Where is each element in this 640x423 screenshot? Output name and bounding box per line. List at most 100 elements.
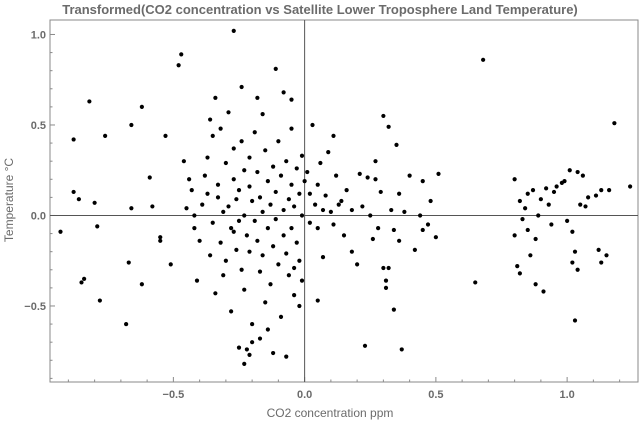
data-point: [184, 206, 189, 211]
data-point: [328, 209, 333, 214]
data-point: [273, 189, 278, 195]
data-point: [239, 267, 244, 272]
data-point: [383, 278, 389, 283]
data-point: [215, 195, 221, 200]
data-point: [515, 264, 520, 269]
data-point: [305, 169, 310, 175]
data-point: [318, 160, 323, 166]
data-point: [607, 188, 612, 193]
data-point: [192, 226, 197, 231]
data-point: [530, 188, 536, 193]
y-tick-label: 0.5: [31, 120, 46, 132]
data-point: [402, 209, 407, 214]
data-point: [265, 327, 270, 332]
data-point: [583, 204, 588, 209]
data-point: [231, 146, 236, 151]
data-point: [284, 354, 289, 359]
data-point: [299, 153, 305, 158]
data-point: [221, 209, 226, 214]
data-point: [433, 235, 438, 240]
data-point: [391, 227, 396, 233]
data-point: [357, 171, 362, 176]
data-point: [147, 175, 152, 180]
data-point: [158, 238, 163, 243]
data-point: [562, 178, 567, 184]
data-point: [87, 99, 92, 104]
data-point: [315, 182, 320, 187]
data-point: [247, 352, 252, 357]
data-point: [252, 130, 257, 135]
data-point: [425, 222, 431, 227]
data-point: [265, 178, 270, 184]
data-point: [578, 202, 583, 207]
data-point: [124, 321, 129, 327]
data-point: [334, 173, 339, 178]
data-point: [71, 189, 76, 195]
data-point: [271, 244, 276, 249]
data-point: [58, 229, 63, 234]
data-point: [362, 343, 368, 348]
data-point: [129, 122, 134, 128]
data-point: [389, 207, 394, 213]
data-point: [320, 207, 326, 213]
data-point: [397, 191, 402, 196]
data-point: [533, 236, 538, 242]
data-point: [596, 247, 601, 252]
data-point: [236, 218, 242, 224]
data-point: [523, 206, 528, 211]
data-point: [129, 206, 134, 211]
data-point: [315, 298, 320, 303]
data-point: [284, 251, 289, 256]
data-point: [218, 240, 223, 245]
data-point: [247, 249, 252, 254]
data-point: [189, 188, 194, 193]
data-point: [239, 139, 244, 144]
data-point: [229, 309, 234, 314]
data-point: [386, 124, 391, 129]
data-point: [181, 159, 186, 164]
data-point: [570, 229, 575, 234]
data-point: [242, 361, 247, 366]
data-point: [226, 110, 231, 115]
data-point: [289, 182, 294, 187]
data-point: [250, 321, 255, 327]
data-point: [242, 213, 247, 218]
data-point: [252, 218, 257, 224]
data-point: [263, 148, 268, 153]
data-points: [58, 28, 633, 366]
data-point: [273, 217, 278, 222]
data-point: [79, 280, 84, 285]
data-point: [260, 253, 265, 258]
data-point: [355, 262, 360, 267]
data-point: [139, 282, 144, 287]
data-point: [292, 204, 297, 209]
data-point: [292, 293, 297, 298]
data-point: [236, 188, 242, 193]
data-point: [525, 191, 530, 196]
data-point: [278, 314, 284, 319]
data-point: [628, 184, 633, 189]
data-point: [286, 197, 291, 202]
data-point: [294, 166, 299, 171]
data-point: [554, 184, 559, 189]
data-point: [260, 112, 265, 117]
data-point: [244, 233, 249, 238]
data-point: [205, 155, 210, 160]
data-point: [307, 191, 312, 196]
data-point: [349, 249, 354, 254]
data-point: [378, 189, 383, 195]
data-point: [276, 262, 281, 267]
data-point: [242, 168, 247, 173]
data-point: [294, 240, 299, 245]
data-point: [268, 282, 273, 287]
chart-title: Transformed(CO2 concentration vs Satelli…: [62, 2, 578, 17]
data-point: [299, 213, 305, 218]
data-point: [231, 28, 236, 33]
data-point: [297, 258, 302, 263]
x-tick-label: 1.0: [559, 389, 574, 401]
data-point: [428, 198, 433, 204]
data-point: [386, 265, 391, 271]
data-point: [197, 238, 202, 243]
data-point: [344, 188, 349, 193]
